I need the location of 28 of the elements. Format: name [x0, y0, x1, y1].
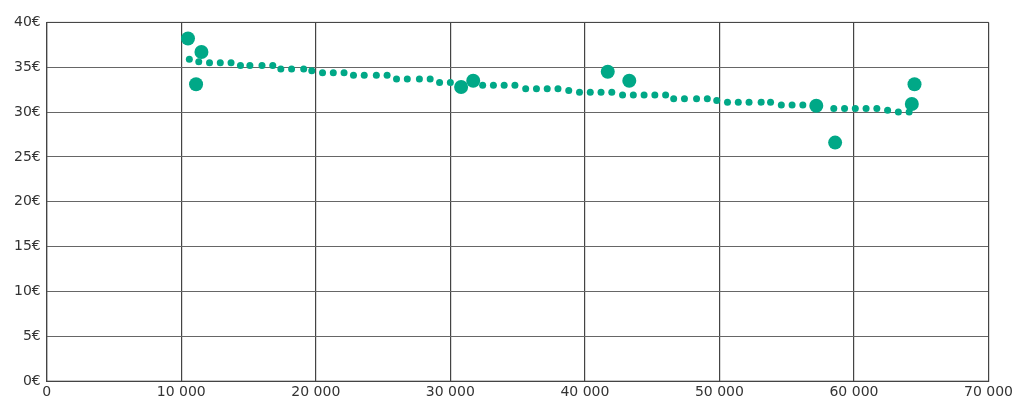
x-tick-label: 60 000 — [829, 383, 879, 400]
point — [828, 135, 843, 150]
y-tick-label: 40€ — [13, 13, 41, 30]
point — [904, 97, 919, 112]
y-tick-label: 30€ — [13, 102, 41, 119]
x-tick-label: 50 000 — [694, 383, 744, 400]
point — [622, 73, 637, 88]
point — [189, 77, 204, 92]
x-tick-label: 10 000 — [156, 383, 206, 400]
point — [600, 64, 615, 79]
y-tick-label: 10€ — [13, 282, 41, 299]
x-tick-label: 30 000 — [425, 383, 475, 400]
y-tick-label: 20€ — [13, 192, 41, 209]
point — [194, 45, 209, 59]
y-tick-label: 5€ — [22, 326, 41, 343]
x-tick-label: 0 — [42, 383, 52, 400]
point — [809, 98, 824, 113]
point — [454, 79, 469, 94]
point — [180, 31, 195, 46]
y-tick-label: 35€ — [13, 57, 41, 74]
point — [466, 73, 481, 88]
x-tick-label: 70 000 — [964, 383, 1014, 400]
x-tick-label: 40 000 — [560, 383, 610, 400]
x-tick-label: 20 000 — [291, 383, 341, 400]
y-tick-label: 25€ — [13, 147, 41, 164]
y-tick-label: 15€ — [13, 237, 41, 254]
y-tick-label: 0€ — [22, 371, 41, 388]
point — [907, 77, 922, 92]
